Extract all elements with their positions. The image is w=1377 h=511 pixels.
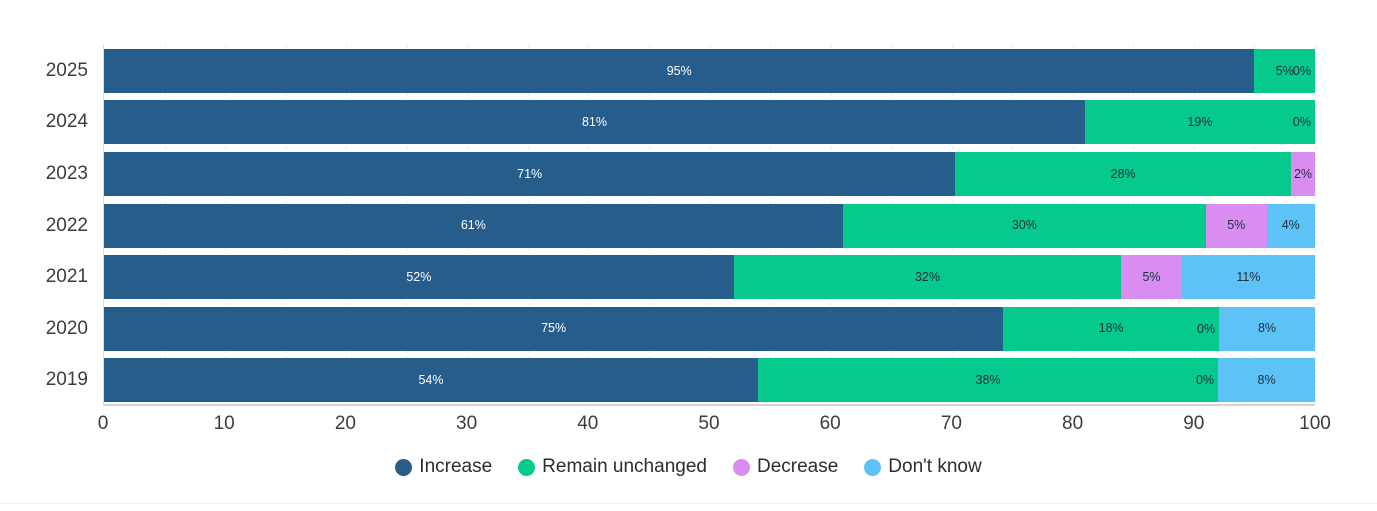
- legend-item-remain-unchanged: Remain unchanged: [518, 456, 707, 478]
- legend-label: Increase: [419, 456, 493, 477]
- bar-segment-label: 8%: [1257, 372, 1276, 387]
- bar-segment-label: 95%: [666, 63, 692, 78]
- bar-segment-label: 28%: [1110, 166, 1136, 181]
- bar-segment-label: 2%: [1293, 166, 1313, 181]
- bar-segment-label: 61%: [460, 218, 486, 233]
- x-tick-label: 90: [1183, 413, 1205, 434]
- legend: Increase Remain unchanged Decrease Don't kn…: [0, 452, 1377, 482]
- y-tick-label: 2019: [45, 369, 88, 391]
- bar-segment-label: 52%: [406, 269, 432, 284]
- bar-row-2020: 75% 18% 0% 8%: [104, 306, 1315, 351]
- x-axis: 0 10 20 30 40 50 60 70 80 90 100: [98, 413, 1331, 439]
- x-tick-label: 100: [1299, 413, 1331, 434]
- bar-zero-label: 0%: [1292, 115, 1311, 130]
- bar-zero-label: 0%: [1292, 63, 1311, 78]
- x-tick-label: 20: [334, 413, 356, 434]
- bar-segment: 38%: [757, 358, 1219, 403]
- bar-segment: 61%: [104, 203, 843, 248]
- bar-segment-label: 32%: [914, 269, 940, 284]
- gridline: [1315, 45, 1316, 404]
- legend-label: Decrease: [756, 456, 839, 477]
- bar-segment-label: 5%: [1275, 63, 1294, 78]
- x-tick-label: 50: [698, 413, 720, 434]
- bar-segment: 18%: [1003, 306, 1220, 351]
- legend-swatch-icon: [395, 458, 413, 476]
- legend-label: Don't know: [888, 456, 982, 477]
- y-tick-label: 2022: [45, 214, 88, 236]
- bar-segment-label: 5%: [1142, 269, 1161, 284]
- bar-segment-label: 81%: [581, 115, 607, 130]
- y-tick-label: 2023: [45, 162, 88, 184]
- x-tick-label: 70: [940, 413, 962, 434]
- bottom-divider: [0, 503, 1377, 504]
- bar-segment: 52%: [104, 255, 734, 300]
- x-tick-label: 60: [819, 413, 841, 434]
- bar-row-2023: 71% 28% 2%: [104, 151, 1315, 196]
- bar-segment: 81%: [104, 100, 1085, 145]
- legend-swatch-icon: [864, 458, 882, 476]
- legend-swatch-icon: [518, 458, 536, 476]
- bar-segment-label: 18%: [1098, 321, 1124, 336]
- bar-segment-label: 11%: [1236, 269, 1261, 284]
- bar-row-2021: 52% 32% 5% 11%: [104, 255, 1315, 300]
- bar-segment: 71%: [104, 151, 956, 196]
- bar-segment: 54%: [104, 358, 758, 403]
- x-tick-label: 40: [577, 413, 599, 434]
- bar-segment-label: 19%: [1187, 115, 1213, 130]
- x-tick-label: 10: [213, 413, 235, 434]
- bar-segment: 95%: [104, 48, 1255, 93]
- bar-segment-label: 4%: [1281, 218, 1300, 233]
- bar-segment: 8%: [1218, 358, 1315, 403]
- bar-row-2024: 81% 19% 0%: [104, 100, 1315, 145]
- bar-row-2019: 54% 38% 0% 8%: [104, 358, 1315, 403]
- bar-segment: 28%: [955, 151, 1292, 196]
- bar-segment: 32%: [733, 255, 1122, 300]
- bar-row-2022: 61% 30% 5% 4%: [104, 203, 1315, 248]
- y-tick-label: 2021: [45, 266, 88, 288]
- bar-segment-label: 30%: [1011, 218, 1037, 233]
- bar-segment: 8%: [1219, 306, 1315, 351]
- bar-segment: 19%: [1084, 100, 1315, 145]
- bar-segment: 2%: [1291, 151, 1315, 196]
- legend-item-don-t-know: Don't know: [864, 456, 982, 478]
- legend-item-increase: Increase: [395, 456, 492, 478]
- bar-segment: 5%: [1254, 48, 1315, 93]
- y-axis: 2025 2024 2023 2022 2021 2020 2019: [0, 45, 94, 406]
- x-tick-label: 30: [456, 413, 478, 434]
- plot-area: 95% 5% 0% 81% 19% 0% 71% 28% 2% 61% 30% 5% 4% 52% 32% 5…: [103, 45, 1316, 406]
- bar-segment-label: 5%: [1227, 218, 1246, 233]
- legend-swatch-icon: [732, 458, 750, 476]
- bar-segment: 5%: [1206, 203, 1267, 248]
- x-tick-label: 0: [97, 413, 109, 434]
- bar-row-2025: 95% 5% 0%: [104, 48, 1315, 93]
- bar-zero-label: 0%: [1196, 372, 1215, 387]
- y-tick-label: 2025: [45, 59, 88, 81]
- bar-zero-label: 0%: [1197, 321, 1216, 336]
- x-tick-label: 80: [1062, 413, 1084, 434]
- legend-item-decrease: Decrease: [732, 456, 839, 478]
- y-tick-label: 2024: [45, 111, 88, 133]
- bar-segment: 11%: [1181, 255, 1315, 300]
- bar-segment: 4%: [1266, 203, 1315, 248]
- bar-segment-label: 71%: [517, 166, 543, 181]
- bar-segment-label: 75%: [541, 321, 567, 336]
- bar-segment: 5%: [1121, 255, 1182, 300]
- y-tick-label: 2020: [45, 317, 88, 339]
- bar-segment: 75%: [104, 306, 1004, 351]
- bar-segment: 30%: [842, 203, 1206, 248]
- bar-segment-label: 54%: [418, 372, 444, 387]
- legend-label: Remain unchanged: [542, 456, 707, 477]
- bar-segment-label: 8%: [1257, 321, 1277, 336]
- bar-segment-label: 38%: [975, 372, 1001, 387]
